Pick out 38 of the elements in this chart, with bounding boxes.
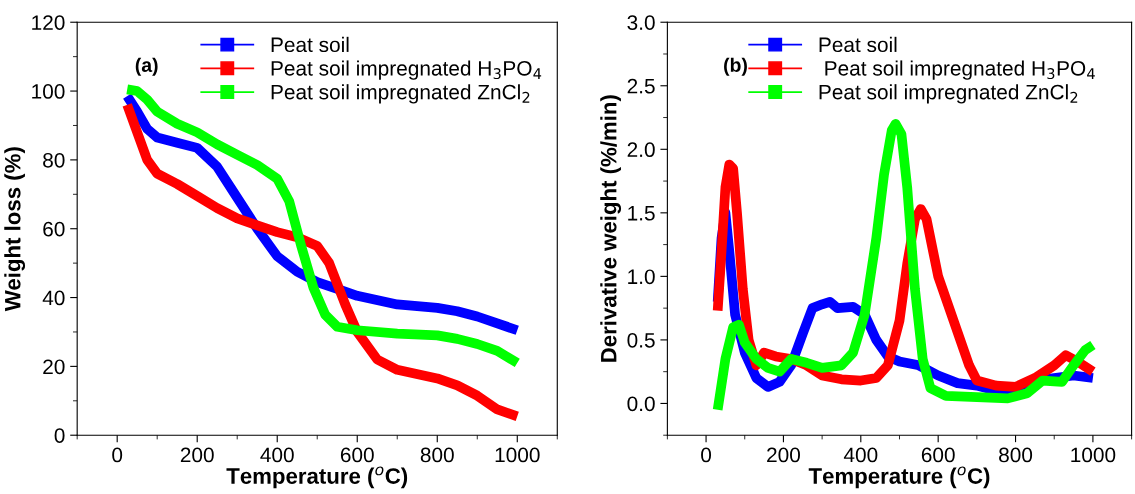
x-tick-label: 400 — [843, 447, 878, 463]
y-tick-label: 100 — [32, 84, 65, 99]
annotation: (b) — [724, 57, 747, 76]
x-tick-label: 800 — [420, 447, 454, 463]
legend-label: Peat soil impregnated ZnCl$_{2}$ — [819, 84, 1078, 104]
y-tick-label: 40 — [42, 290, 65, 306]
x-tick-label: 400 — [260, 447, 294, 463]
y-tick-label: 0.0 — [627, 396, 655, 412]
x-tick-label: 600 — [921, 447, 955, 463]
y-tick-label: 2.5 — [627, 78, 655, 94]
y-axis-title: Weight loss (%) — [4, 147, 26, 312]
y-tick-label: 20 — [43, 359, 65, 375]
x-tick-label: 0 — [112, 447, 123, 463]
legend-label: Peat soil impregnated H$_{3}$PO$_{4}$ — [825, 60, 1095, 80]
x-tick-label: 0 — [701, 447, 712, 463]
x-tick-label: 1000 — [1071, 447, 1116, 463]
y-tick-label: 2.0 — [627, 142, 655, 158]
y-tick-label: 60 — [43, 221, 65, 237]
y-tick-label: 3.0 — [627, 15, 655, 30]
legend-label: Peat soil — [819, 36, 897, 53]
x-tick-label: 200 — [767, 447, 800, 463]
x-axis-title: Temperature ($^{o}$C) — [226, 466, 408, 489]
annotation: (a) — [135, 57, 158, 76]
x-axis-title: Temperature ($^{o}$C) — [808, 466, 990, 489]
x-tick-label: 200 — [180, 447, 214, 463]
y-tick-label: 0 — [54, 428, 65, 443]
x-tick-label: 800 — [999, 447, 1033, 463]
y-axis-title: Derivative weight (%/min) — [600, 95, 622, 362]
legend-label: Peat soil — [271, 36, 349, 53]
y-tick-label: 0.5 — [627, 332, 655, 348]
y-tick-label: 80 — [43, 152, 65, 168]
legend-label: Peat soil impregnated H$_{3}$PO$_{4}$ — [271, 60, 542, 80]
x-tick-label: 1000 — [495, 447, 540, 463]
y-tick-label: 1.0 — [628, 269, 655, 285]
legend-label: Peat soil impregnated ZnCl$_{2}$ — [271, 84, 530, 104]
x-tick-label: 600 — [340, 447, 374, 463]
y-tick-label: 120 — [32, 15, 65, 30]
y-tick-label: 1.5 — [628, 206, 655, 221]
